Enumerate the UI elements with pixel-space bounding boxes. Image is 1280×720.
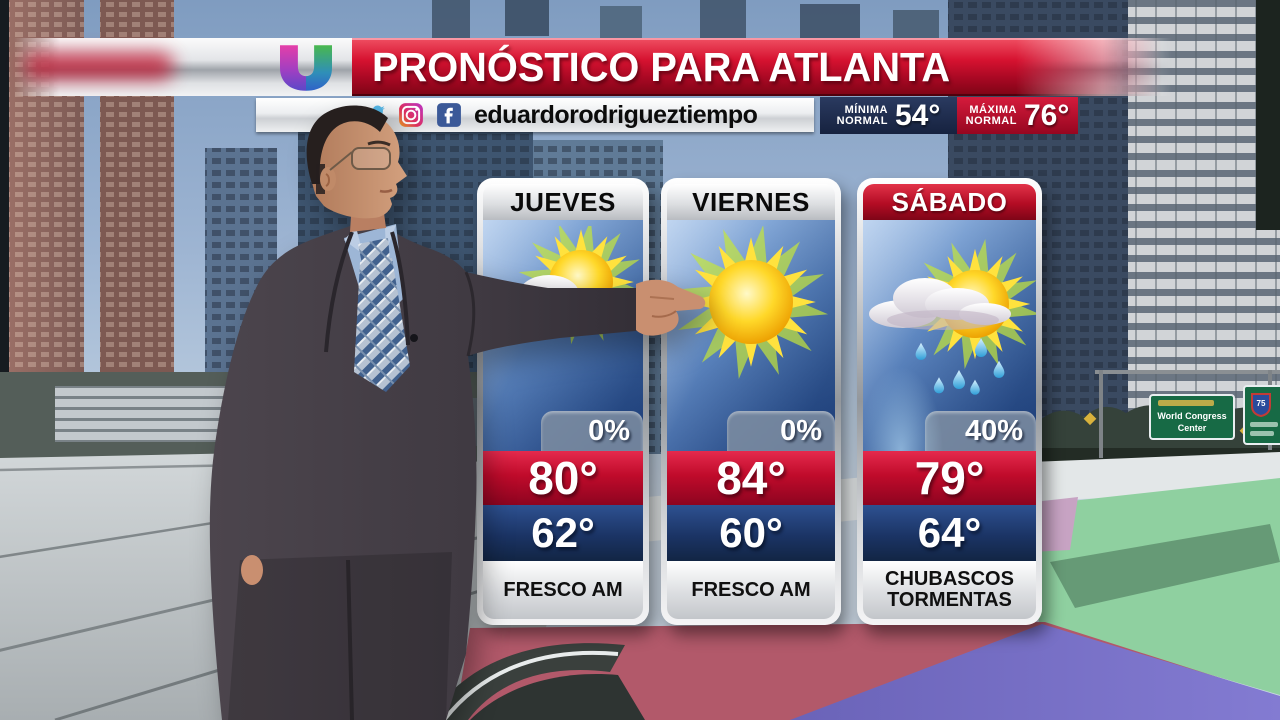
precip-badge: 0%	[540, 411, 643, 451]
sign-line-2: Center	[1178, 423, 1207, 433]
high-temp: 80°	[483, 451, 643, 505]
normal-max-block: MÁXIMA NORMAL 76°	[957, 97, 1078, 134]
road-sign-2: 75	[1243, 385, 1280, 445]
social-handle: eduardorodrigueztiempo	[474, 100, 758, 129]
low-temp: 64°	[863, 505, 1036, 561]
page-title: PRONÓSTICO PARA ATLANTA	[372, 43, 951, 90]
banner-red-streak	[24, 52, 174, 80]
floor-purple	[790, 624, 1280, 720]
title-banner: PRONÓSTICO PARA ATLANTA	[0, 36, 1280, 98]
day-note: CHUBASCOS TORMENTAS	[863, 561, 1036, 619]
left-hand	[241, 555, 263, 585]
eyebrow	[367, 140, 391, 147]
card-sky: 0%	[667, 220, 835, 451]
high-temp: 84°	[667, 451, 835, 505]
max-label-top: MÁXIMA	[969, 103, 1017, 116]
card-sky: 40%	[863, 220, 1036, 451]
mouth	[379, 188, 393, 193]
min-label-top: MÍNIMA	[844, 103, 888, 116]
day-name: VIERNES	[667, 184, 835, 220]
max-label-bottom: NORMAL	[965, 114, 1017, 127]
floor-green	[1022, 478, 1280, 695]
pointing-hand	[636, 279, 706, 336]
interstate-shield-number: 75	[1257, 399, 1266, 408]
precip-badge: 0%	[727, 411, 835, 451]
day-name: JUEVES	[483, 184, 643, 220]
max-normal-value: 76°	[1023, 98, 1070, 132]
univision-logo	[280, 45, 332, 91]
glasses	[329, 147, 391, 171]
day-note: FRESCO AM	[483, 561, 643, 619]
suit-body	[209, 206, 646, 720]
road-sign: World Congress Center	[1149, 394, 1235, 440]
tie	[354, 258, 410, 392]
forecast-card-viernes: VIERNES 0% 84° 60° FRESCO AM	[661, 178, 841, 625]
presenter-shadow	[1050, 524, 1280, 608]
low-temp: 62°	[483, 505, 643, 561]
hair	[306, 105, 388, 184]
banner-red-plate: PRONÓSTICO PARA ATLANTA	[352, 38, 1162, 96]
day-name: SÁBADO	[863, 184, 1036, 220]
window-mullion	[0, 0, 9, 400]
facebook-icon	[436, 102, 462, 128]
low-temp: 60°	[667, 505, 835, 561]
trousers	[228, 552, 452, 720]
day-note: FRESCO AM	[667, 561, 835, 619]
min-label-bottom: NORMAL	[836, 114, 888, 127]
lapel-microphone	[410, 334, 418, 342]
forecast-card-sabado: SÁBADO	[857, 178, 1042, 625]
tie-knot	[358, 238, 390, 264]
instagram-icon	[398, 102, 424, 128]
min-normal-value: 54°	[894, 98, 941, 132]
sign-line-1: World Congress	[1157, 411, 1226, 421]
normal-min-block: MÍNIMA NORMAL 54°	[820, 97, 957, 134]
high-temp: 79°	[863, 451, 1036, 505]
highway-scene: World Congress Center 75	[1040, 370, 1280, 465]
sun-icon	[667, 226, 835, 391]
